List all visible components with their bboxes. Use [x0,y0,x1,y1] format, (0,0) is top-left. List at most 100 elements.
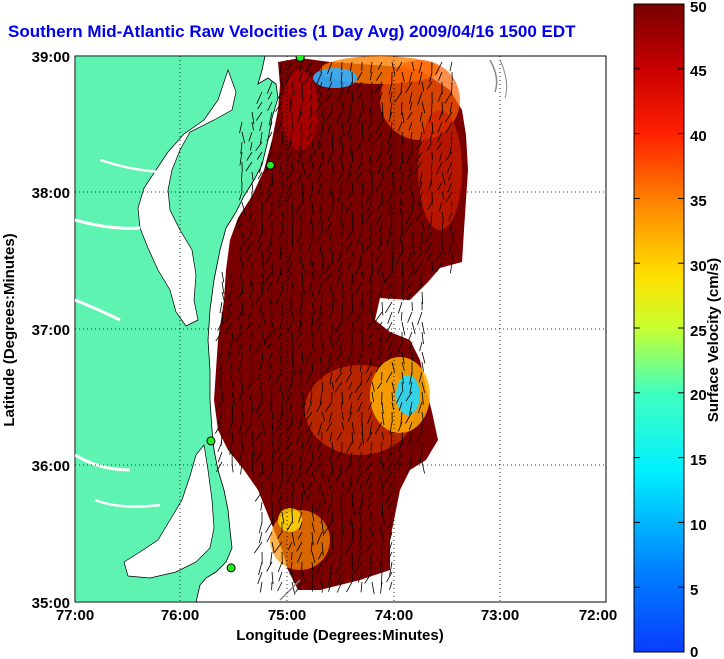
velocity-vector [311,291,315,302]
velocity-vector [271,571,274,585]
velocity-vector [237,291,243,301]
pamlico-sound [123,444,215,579]
velocity-vector [266,531,273,543]
velocity-vector [316,531,323,545]
velocity-vector [384,301,393,314]
velocity-vector [291,221,294,233]
velocity-vector [424,231,433,244]
velocity-vector [438,111,443,120]
velocity-vector [387,551,393,562]
velocity-vector [336,351,343,361]
velocity-vector [250,351,253,362]
velocity-vector [267,241,273,252]
velocity-vector [329,451,333,463]
velocity-vector [366,121,373,131]
velocity-vector [357,571,363,583]
radar-station-marker [295,56,305,62]
velocity-vector [358,441,363,450]
velocity-vector [280,71,283,82]
velocity-vector [356,111,363,125]
velocity-vector [326,91,333,101]
velocity-vector [227,291,233,300]
velocity-vector [279,381,283,393]
velocity-vector [366,501,373,511]
velocity-vector [324,271,333,283]
velocity-vector [310,91,313,101]
velocity-vector [355,161,363,174]
velocity-vector [364,571,373,584]
velocity-vector [321,191,323,201]
velocity-vector [386,501,393,511]
velocity-vector [241,301,244,316]
velocity-vector [310,81,313,91]
velocity-vector [316,401,323,413]
velocity-vector [271,411,274,421]
velocity-vector [345,241,353,253]
velocity-vector [371,261,373,275]
velocity-vector [368,511,373,522]
velocity-vector [380,441,383,454]
velocity-vector [370,351,373,365]
velocity-vector [325,401,333,412]
velocity-vector [275,121,283,133]
velocity-vector [421,461,425,474]
velocity-vector [279,261,283,275]
velocity-vector [315,501,323,513]
velocity-vector [261,201,264,212]
velocity-vector [294,471,303,483]
velocity-vector [296,541,303,552]
velocity-vector [387,461,393,472]
velocity-vector [317,441,323,450]
velocity-vector [261,221,264,235]
velocity-vector [337,191,343,203]
velocity-vector [340,491,343,503]
velocity-vector [389,561,393,576]
velocity-vector [291,211,294,221]
velocity-vector [301,81,303,94]
velocity-vector [320,61,323,73]
velocity-vector [388,441,393,452]
velocity-vector [291,461,293,471]
velocity-vector [365,361,373,374]
velocity-vector [321,411,325,422]
velocity-vector [377,241,383,251]
velocity-vector [351,211,354,225]
velocity-vector [236,221,243,231]
velocity-vector [351,321,355,331]
velocity-vector [377,321,383,331]
velocity-vector [366,191,373,204]
velocity-vector [361,241,364,254]
velocity-vector [351,431,354,444]
velocity-vector [435,61,443,75]
velocity-vector [351,301,354,314]
velocity-vector [389,101,393,116]
velocity-vector [268,351,273,363]
velocity-vector [277,531,283,540]
velocity-vector [340,501,343,512]
velocity-vector [358,251,363,266]
velocity-vector [375,121,383,133]
velocity-vector [405,81,413,94]
velocity-vector [350,511,353,525]
velocity-vector [298,421,303,430]
x-tick-label: 72:00 [579,607,617,624]
velocity-vector [351,251,355,260]
velocity-vector [416,151,423,162]
velocity-vector [430,161,433,172]
velocity-vector [404,221,413,233]
velocity-vector [221,311,224,325]
velocity-vector [331,461,334,475]
velocity-vector [239,121,243,134]
velocity-vector [381,141,383,153]
velocity-vector [369,221,373,231]
velocity-vector [278,191,283,203]
velocity-vector [370,161,373,174]
velocity-vector [366,451,373,460]
map-title: Southern Mid-Atlantic Raw Velocities (1 … [8,22,576,41]
velocity-vector [270,391,273,406]
velocity-vector [351,221,354,233]
velocity-vector [295,201,303,214]
velocity-vector [360,151,363,163]
velocity-vector [339,551,343,561]
velocity-vector [401,381,404,393]
